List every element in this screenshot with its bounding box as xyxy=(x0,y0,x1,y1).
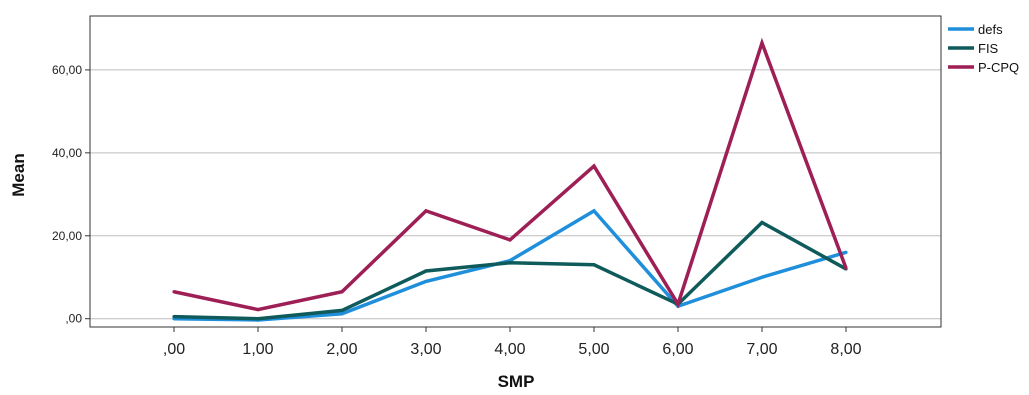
data-point-fis xyxy=(256,317,260,321)
data-point-p-cpq xyxy=(340,290,344,294)
x-tick-label: 2,00 xyxy=(326,341,357,358)
x-axis-ticks: ,00 1,00 2,00 3,00 4,00 5,00 6,00 7,00 8,00 xyxy=(163,327,862,358)
legend-label: FIS xyxy=(978,41,999,56)
data-point-defs xyxy=(340,312,344,316)
y-axis-ticks: ,00 20,00 40,00 60,00 xyxy=(52,63,90,326)
data-point-p-cpq xyxy=(508,238,512,242)
y-tick-label: ,00 xyxy=(65,312,82,326)
data-point-p-cpq xyxy=(256,307,260,312)
data-point-p-cpq xyxy=(760,41,764,45)
data-point-defs xyxy=(844,250,848,254)
x-tick-label: 3,00 xyxy=(410,341,441,358)
legend: defs FIS P-CPQ xyxy=(948,22,1019,75)
legend-item: defs xyxy=(948,22,1003,37)
gridlines xyxy=(90,69,941,320)
x-tick-label: 4,00 xyxy=(494,341,525,358)
data-point-defs xyxy=(760,275,764,279)
x-tick-label: 8,00 xyxy=(830,341,861,358)
data-point-fis xyxy=(340,308,344,313)
data-point-fis xyxy=(760,220,764,225)
legend-label: defs xyxy=(978,22,1003,37)
x-tick-label: 7,00 xyxy=(746,341,777,358)
series-lines xyxy=(172,37,848,322)
data-point-fis xyxy=(424,269,428,273)
y-tick-label: 60,00 xyxy=(52,63,82,77)
data-point-defs xyxy=(424,279,428,283)
data-point-p-cpq xyxy=(424,209,428,213)
data-point-p-cpq xyxy=(592,164,596,168)
data-point-defs xyxy=(592,209,596,213)
x-tick-label: ,00 xyxy=(163,341,185,358)
x-tick-label: 5,00 xyxy=(578,341,609,358)
data-point-p-cpq xyxy=(172,290,176,294)
series-line-p-cpq xyxy=(173,37,848,312)
plot-frame xyxy=(89,15,942,328)
data-point-fis xyxy=(172,315,176,319)
data-point-fis xyxy=(508,261,512,265)
data-point-p-cpq xyxy=(676,302,680,306)
data-point-p-cpq xyxy=(844,266,848,270)
series-line-defs xyxy=(173,208,847,322)
y-axis-title: Mean xyxy=(9,153,28,196)
data-point-fis xyxy=(592,263,596,267)
legend-item: P-CPQ xyxy=(948,60,1019,75)
legend-label: P-CPQ xyxy=(978,60,1019,75)
x-axis-title: SMP xyxy=(498,372,535,391)
x-tick-label: 1,00 xyxy=(242,341,273,358)
x-tick-label: 6,00 xyxy=(662,341,693,358)
y-tick-label: 40,00 xyxy=(52,146,82,160)
legend-item: FIS xyxy=(948,41,999,56)
y-tick-label: 20,00 xyxy=(52,229,82,243)
